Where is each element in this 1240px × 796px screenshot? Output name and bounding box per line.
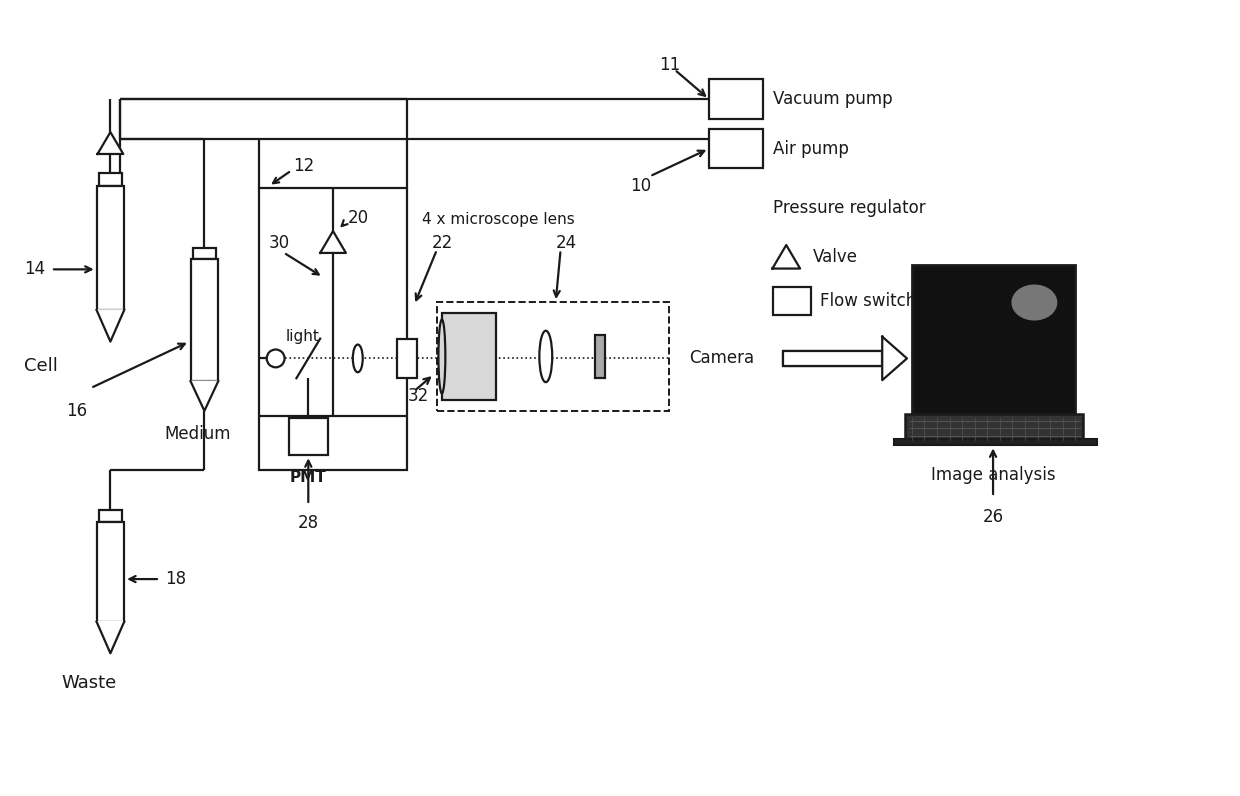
Bar: [99, 174, 123, 186]
Polygon shape: [98, 132, 123, 154]
Text: Valve: Valve: [813, 248, 858, 267]
Polygon shape: [320, 231, 346, 253]
Polygon shape: [773, 245, 800, 268]
Bar: [905, 414, 1083, 442]
Text: Pressure regulator: Pressure regulator: [774, 199, 926, 217]
Bar: [397, 338, 417, 378]
Bar: [99, 509, 123, 521]
Text: 10: 10: [630, 178, 651, 195]
Text: Air pump: Air pump: [774, 139, 849, 158]
Text: Flow switch: Flow switch: [820, 292, 916, 310]
Text: Camera: Camera: [689, 349, 754, 368]
Polygon shape: [191, 381, 218, 411]
Text: 28: 28: [298, 513, 319, 532]
Bar: [436, 302, 670, 411]
Bar: [259, 188, 407, 470]
Text: 18: 18: [165, 570, 186, 588]
Ellipse shape: [539, 330, 552, 382]
Bar: [784, 350, 882, 366]
Text: Cell: Cell: [25, 357, 58, 376]
Bar: [441, 313, 496, 400]
Bar: [709, 129, 764, 169]
Polygon shape: [97, 310, 124, 341]
Text: Medium: Medium: [165, 424, 232, 443]
Ellipse shape: [353, 345, 363, 373]
Text: Image analysis: Image analysis: [931, 466, 1055, 484]
Text: Waste: Waste: [61, 674, 117, 692]
Ellipse shape: [1012, 285, 1056, 320]
Bar: [97, 186, 124, 310]
Text: 22: 22: [432, 234, 454, 252]
Text: 14: 14: [25, 260, 46, 279]
Bar: [894, 439, 1097, 446]
Bar: [192, 248, 216, 259]
Text: 20: 20: [348, 209, 370, 227]
Bar: [289, 418, 329, 455]
Text: PMT: PMT: [290, 470, 326, 485]
Circle shape: [267, 349, 284, 367]
Text: light: light: [285, 330, 320, 344]
Bar: [911, 265, 1075, 414]
Text: 16: 16: [66, 402, 87, 419]
Text: 24: 24: [556, 234, 577, 252]
Text: 4 x microscope lens: 4 x microscope lens: [422, 213, 575, 228]
Bar: [97, 521, 124, 622]
Text: Vacuum pump: Vacuum pump: [774, 90, 893, 108]
Bar: [191, 259, 218, 381]
Bar: [774, 287, 811, 315]
Ellipse shape: [439, 319, 445, 393]
Polygon shape: [882, 337, 906, 380]
Bar: [709, 80, 764, 119]
Text: 26: 26: [982, 508, 1003, 525]
Bar: [595, 334, 605, 378]
Text: 12: 12: [294, 158, 315, 175]
Polygon shape: [97, 622, 124, 654]
Text: 32: 32: [407, 387, 429, 405]
Text: 11: 11: [660, 56, 681, 73]
Text: 30: 30: [269, 234, 290, 252]
